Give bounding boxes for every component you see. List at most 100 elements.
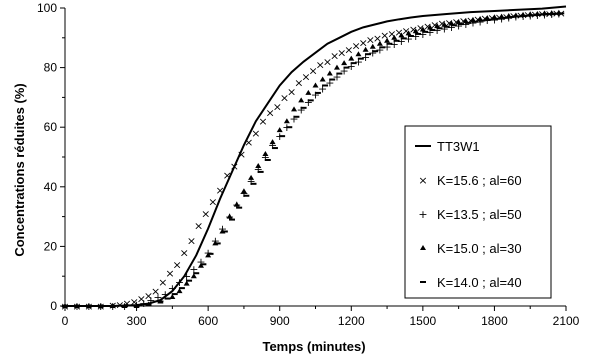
legend-swatch: + [418,208,427,221]
data-point [312,82,319,88]
data-point: + [361,51,370,64]
data-point: + [468,17,477,30]
data-point [469,16,476,22]
data-point [329,78,336,81]
data-point [186,279,193,282]
data-point: + [268,139,277,152]
data-point [376,40,383,46]
data-point [157,300,164,303]
data-point: × [122,297,131,310]
data-point: × [266,106,275,119]
data-point: + [497,12,506,25]
data-point [262,151,269,157]
data-point: + [354,56,363,69]
data-point [441,21,448,27]
data-point [264,158,271,161]
data-point [279,135,286,138]
data-point: + [189,263,198,276]
data-point: + [318,82,327,95]
data-point [529,14,536,17]
data-point [384,37,391,43]
data-point [558,12,565,15]
data-point: × [294,77,303,90]
x-tick-label: 1200 [338,314,365,328]
data-point [300,106,307,109]
data-point: × [466,14,475,27]
data-point [486,18,493,21]
data-point: + [440,22,449,35]
data-point: × [437,17,446,30]
data-point [355,51,362,57]
data-point [448,20,455,26]
data-point [364,53,371,56]
data-point: + [433,24,442,37]
data-point: × [187,234,196,247]
data-point: + [454,19,463,32]
legend-label: K=15.6 ; al=60 [437,173,522,188]
data-point [221,230,228,233]
data-point [305,89,312,95]
data-point [450,24,457,27]
y-axis-title: Concentrations réduites (%) [12,83,27,256]
data-point: × [115,299,124,312]
data-point: + [153,291,162,304]
legend-label: K=14.0 ; al=40 [437,275,522,290]
data-point [200,263,207,266]
data-point: × [301,71,310,84]
data-point: × [194,220,203,233]
data-point [229,218,235,221]
data-point [73,305,80,307]
y-tick-label: 20 [44,239,58,253]
data-point: + [347,60,356,73]
series-4 [62,12,565,307]
data-point [434,23,441,29]
data-point: × [258,115,267,128]
data-point [109,305,116,307]
data-point: × [330,50,339,63]
data-point [462,18,469,24]
data-point [85,305,92,307]
data-point: × [251,127,260,140]
data-point [307,99,314,102]
data-point: + [382,41,391,54]
data-point [515,15,522,18]
data-point: × [344,44,353,57]
data-point [386,42,393,45]
data-point [145,303,152,306]
data-point [171,293,178,296]
x-tick-label: 1800 [481,314,508,328]
data-point [379,46,386,49]
data-point [193,272,200,275]
data-point [269,139,276,145]
data-point: × [287,85,296,98]
data-point: + [261,151,270,164]
data-point [176,288,183,294]
data-point: + [397,35,406,48]
data-point: + [304,96,313,109]
x-tick-label: 300 [127,314,147,328]
data-point: × [223,169,232,182]
x-tick-label: 2100 [553,314,580,328]
data-point [276,127,283,133]
data-point [357,57,364,60]
data-point: + [461,18,470,31]
data-point: + [411,30,420,43]
data-point: + [161,288,170,301]
data-point: + [297,103,306,116]
data-point [493,17,500,20]
data-point: + [340,65,349,78]
data-point: × [351,39,360,52]
data-point: × [323,56,332,69]
data-point [248,174,255,180]
data-point [178,287,185,290]
data-point [207,252,214,255]
y-tick-label: 80 [44,61,58,75]
data-point: × [215,184,224,197]
data-point: × [473,13,482,26]
data-point: × [316,59,325,72]
data-point: × [280,91,289,104]
data-point [400,37,407,40]
legend-swatch: × [418,174,427,187]
data-point: × [151,285,160,298]
